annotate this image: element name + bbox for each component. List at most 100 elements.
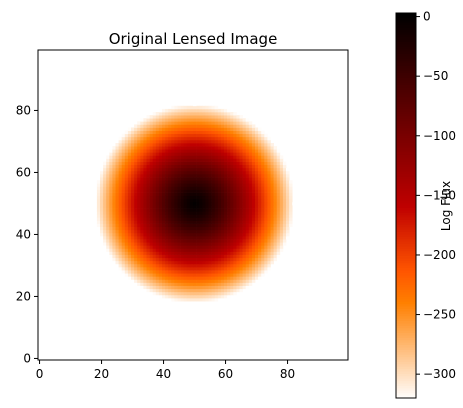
heatmap-cell bbox=[121, 170, 126, 175]
heatmap-cell bbox=[174, 170, 178, 175]
heatmap-cell bbox=[100, 198, 104, 203]
heatmap-cell bbox=[199, 189, 203, 193]
colorbar-segment bbox=[396, 328, 416, 332]
heatmap-cell bbox=[131, 239, 135, 243]
heatmap-cell bbox=[168, 189, 172, 193]
heatmap-cell bbox=[152, 130, 157, 135]
heatmap-cell bbox=[124, 136, 129, 141]
heatmap-cell bbox=[199, 254, 203, 259]
heatmap-cell bbox=[267, 139, 271, 144]
heatmap-cell bbox=[180, 161, 185, 166]
heatmap-cell bbox=[214, 214, 219, 218]
heatmap-cell bbox=[205, 130, 209, 135]
heatmap-cell bbox=[165, 115, 169, 119]
heatmap-cell bbox=[230, 257, 234, 262]
heatmap-cell bbox=[140, 167, 144, 172]
heatmap-cell bbox=[217, 146, 222, 150]
heatmap-cell bbox=[115, 192, 119, 197]
heatmap-cell bbox=[224, 294, 228, 299]
heatmap-cell bbox=[239, 195, 243, 200]
heatmap-cell bbox=[258, 195, 262, 200]
heatmap-cell bbox=[199, 121, 203, 125]
heatmap-cell bbox=[199, 183, 203, 187]
heatmap-cell bbox=[149, 257, 154, 262]
heatmap-cell bbox=[199, 260, 203, 265]
heatmap-cell bbox=[189, 288, 194, 293]
heatmap-cell bbox=[106, 223, 110, 228]
heatmap-cell bbox=[189, 133, 194, 138]
heatmap-cell bbox=[279, 211, 284, 215]
heatmap-cell bbox=[224, 143, 228, 147]
heatmap-cell bbox=[112, 167, 116, 172]
heatmap-cell bbox=[230, 195, 234, 200]
heatmap-cell bbox=[217, 242, 222, 246]
heatmap-cell bbox=[103, 236, 107, 240]
colorbar-segment bbox=[396, 323, 416, 327]
heatmap-cell bbox=[158, 248, 163, 252]
heatmap-cell bbox=[137, 267, 141, 271]
heatmap-cell bbox=[202, 177, 206, 181]
heatmap-cell bbox=[199, 130, 203, 135]
heatmap-cell bbox=[199, 288, 203, 293]
heatmap-cell bbox=[186, 164, 191, 169]
heatmap-cell bbox=[211, 298, 216, 302]
heatmap-cell bbox=[158, 288, 163, 293]
heatmap-cell bbox=[162, 195, 166, 200]
heatmap-cell bbox=[143, 177, 147, 181]
heatmap-cell bbox=[264, 270, 268, 274]
heatmap-cell bbox=[124, 267, 129, 271]
colorbar-segment bbox=[396, 210, 416, 214]
heatmap-cell bbox=[165, 294, 169, 299]
heatmap-cell bbox=[251, 263, 256, 268]
heatmap-cell bbox=[279, 220, 284, 224]
heatmap-cell bbox=[220, 124, 225, 128]
heatmap-cell bbox=[211, 189, 216, 193]
heatmap-cell bbox=[143, 273, 147, 277]
heatmap-cell bbox=[267, 208, 271, 212]
heatmap-cell bbox=[208, 189, 212, 193]
heatmap-cell bbox=[264, 242, 268, 246]
heatmap-cell bbox=[230, 152, 234, 156]
heatmap-cell bbox=[248, 198, 253, 203]
colorbar-segment bbox=[396, 193, 416, 197]
heatmap-cell bbox=[199, 127, 203, 131]
heatmap-cell bbox=[146, 149, 150, 153]
heatmap-cell bbox=[199, 291, 203, 296]
heatmap-cell bbox=[202, 251, 206, 255]
heatmap-cell bbox=[242, 189, 247, 193]
heatmap-cell bbox=[124, 208, 129, 212]
heatmap-cell bbox=[124, 226, 129, 231]
heatmap-cell bbox=[109, 155, 113, 159]
heatmap-cell bbox=[196, 136, 200, 141]
heatmap-cell bbox=[189, 183, 194, 187]
heatmap-cell bbox=[251, 133, 256, 138]
heatmap-cell bbox=[220, 211, 225, 215]
heatmap-cell bbox=[146, 170, 150, 175]
heatmap-cell bbox=[152, 149, 157, 153]
heatmap-cell bbox=[233, 232, 237, 237]
heatmap-cell bbox=[112, 158, 116, 162]
heatmap-cell bbox=[220, 189, 225, 193]
heatmap-cell bbox=[199, 133, 203, 138]
heatmap-cell bbox=[230, 121, 234, 125]
heatmap-cell bbox=[214, 158, 219, 162]
heatmap-cell bbox=[115, 146, 119, 150]
heatmap-cell bbox=[233, 291, 237, 296]
heatmap-cell bbox=[193, 102, 197, 107]
heatmap-cell bbox=[202, 263, 206, 268]
heatmap-cell bbox=[248, 195, 253, 200]
heatmap-cell bbox=[193, 121, 197, 125]
heatmap-cell bbox=[155, 161, 160, 166]
heatmap-cell bbox=[214, 155, 219, 159]
heatmap-cell bbox=[193, 217, 197, 221]
heatmap-cell bbox=[202, 242, 206, 246]
heatmap-cell bbox=[224, 164, 228, 169]
heatmap-cell bbox=[168, 217, 172, 221]
heatmap-cell bbox=[183, 211, 188, 215]
heatmap-cell bbox=[267, 229, 271, 234]
heatmap-cell bbox=[174, 291, 178, 296]
heatmap-cell bbox=[112, 198, 116, 203]
heatmap-cell bbox=[227, 198, 231, 203]
heatmap-cell bbox=[273, 198, 278, 203]
heatmap-cell bbox=[131, 158, 135, 162]
